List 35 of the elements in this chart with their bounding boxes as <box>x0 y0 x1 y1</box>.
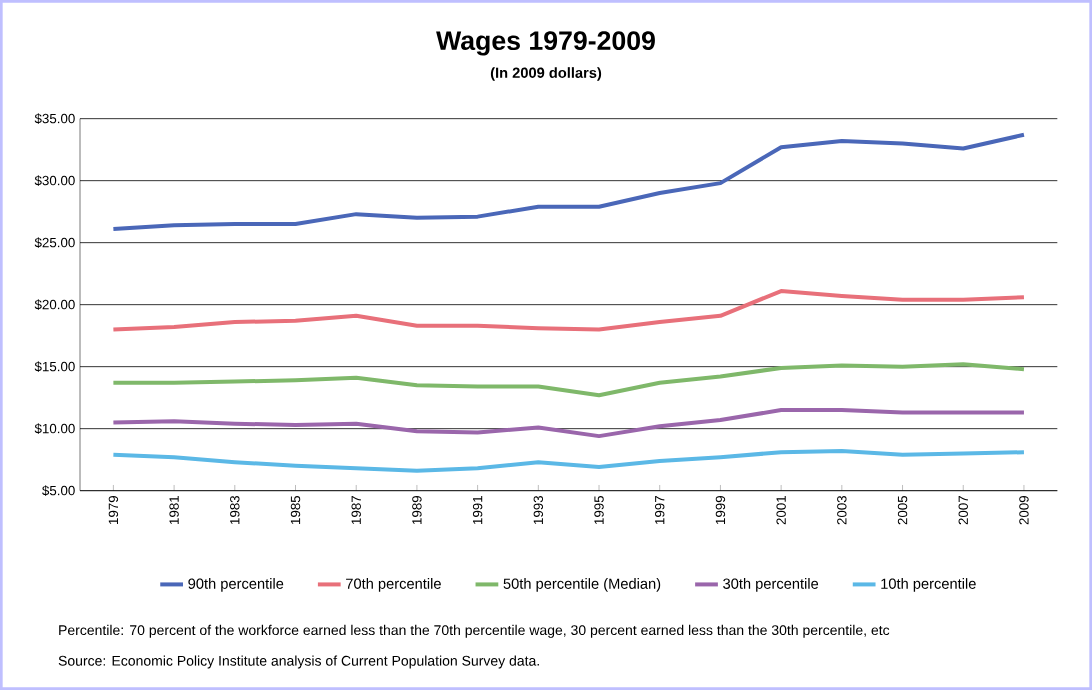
legend-label: 30th percentile <box>723 578 819 592</box>
y-tick-label: $15.00 <box>34 361 75 373</box>
x-tick-label: 1997 <box>655 496 665 525</box>
x-tick-label: 1983 <box>230 495 240 525</box>
legend-label: 90th percentile <box>188 578 284 592</box>
legend-label: 70th percentile <box>346 578 441 592</box>
x-tick-label: 1989 <box>412 496 422 525</box>
chart-title: Wages 1979-2009 <box>436 31 655 56</box>
x-tick-label: 1995 <box>594 495 604 525</box>
line-series <box>111 132 1026 232</box>
y-tick-label: $25.00 <box>34 237 75 249</box>
chart-subtitle: (In 2009 dollars) <box>490 67 602 81</box>
x-tick-label: 2005 <box>897 495 908 525</box>
x-tick-label: 2003 <box>837 495 847 525</box>
x-tick-label: 1999 <box>715 496 726 525</box>
x-tick-label: 1985 <box>290 495 301 525</box>
line-series <box>111 362 1026 398</box>
y-tick-label: $30.00 <box>34 175 75 187</box>
legend-label: 50th percentile (Median) <box>503 578 661 592</box>
text: Percentile: 70 percent of the workforce earned less than the 70th percentile wage, 30 percent earned less than the 30th percentile, etc <box>59 624 890 638</box>
x-tick-label: 1993 <box>533 495 544 525</box>
y-tick-label: $10.00 <box>34 423 75 435</box>
x-tick-label: 1979 <box>108 496 119 525</box>
source-note: Source: Economic Policy Institute analysis of Current Population Survey data. <box>58 655 539 669</box>
x-tick-label: 1987 <box>351 496 361 525</box>
line-series <box>111 289 1026 332</box>
y-tick-label: $20.00 <box>34 299 75 311</box>
y-tick-label: $35.00 <box>34 113 75 125</box>
y-tick-label: $5.00 <box>42 485 75 497</box>
x-tick-label: 2001 <box>776 496 786 525</box>
x-tick-label: 2007 <box>958 496 968 525</box>
x-tick-label: 1981 <box>169 496 179 525</box>
legend-label: 10th percentile <box>881 578 976 592</box>
x-tick-label: 1991 <box>472 496 483 525</box>
x-tick-label: 2009 <box>1019 496 1029 525</box>
